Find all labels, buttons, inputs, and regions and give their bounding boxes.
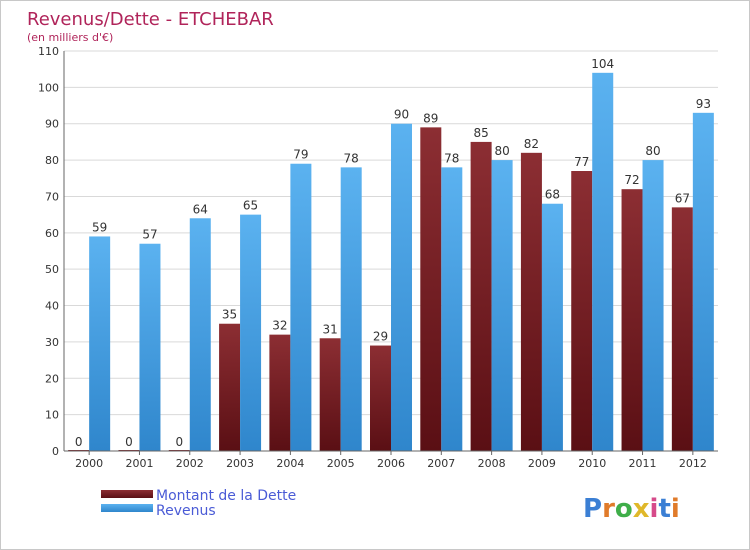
- bar-debt-2011: [621, 189, 643, 451]
- bar-revenus-2003: [240, 214, 262, 451]
- data-label-debt-2012: 67: [675, 191, 690, 205]
- data-label-revenus-2007: 78: [444, 151, 459, 165]
- x-tick-label: 2001: [125, 457, 153, 470]
- data-label-debt-2007: 89: [423, 111, 438, 125]
- bar-debt-2005: [319, 338, 341, 451]
- x-tick-label: 2008: [478, 457, 506, 470]
- y-tick-label: 10: [45, 409, 59, 422]
- x-tick-label: 2007: [427, 457, 455, 470]
- bar-debt-2012: [671, 207, 693, 451]
- data-label-debt-2011: 72: [624, 173, 639, 187]
- bar-revenus-2006: [391, 123, 412, 452]
- bar-debt-2007: [420, 127, 442, 451]
- data-label-revenus-2009: 68: [545, 188, 560, 202]
- legend-swatch-debt: [101, 490, 153, 498]
- data-label-revenus-2004: 79: [293, 148, 308, 162]
- data-label-debt-2000: 0: [75, 435, 83, 449]
- x-tick-label: 2006: [377, 457, 405, 470]
- data-label-debt-2006: 29: [373, 330, 388, 344]
- data-label-debt-2002: 0: [175, 435, 183, 449]
- data-label-debt-2003: 35: [222, 308, 237, 322]
- x-tick-label: 2002: [176, 457, 204, 470]
- data-label-revenus-2011: 80: [645, 144, 660, 158]
- bars: [68, 72, 714, 452]
- y-tick-label: 60: [45, 227, 59, 240]
- data-label-revenus-2008: 80: [494, 144, 509, 158]
- bar-revenus-2000: [89, 236, 111, 451]
- chart-title: Revenus/Dette - ETCHEBAR: [27, 9, 274, 30]
- bar-debt-2010: [571, 171, 593, 451]
- x-tick-label: 2009: [528, 457, 556, 470]
- y-tick-label: 80: [45, 154, 59, 167]
- y-tick-label: 40: [45, 300, 59, 313]
- bar-revenus-2007: [441, 167, 463, 451]
- y-tick-label: 90: [45, 118, 59, 131]
- axes: 0 10 20 30 40 50 60 70 80 90 100 110 2000 2001 2002 200…: [38, 45, 718, 470]
- proxiti-logo: Proxiti: [583, 494, 680, 524]
- y-tick-label: 110: [38, 45, 59, 58]
- x-tick-label: 2000: [75, 457, 103, 470]
- bar-debt-2004: [269, 334, 291, 451]
- bar-revenus-2004: [290, 163, 312, 451]
- data-label-revenus-2010: 104: [591, 57, 614, 71]
- legend-label-revenus: Revenus: [156, 503, 216, 519]
- y-tick-label: 100: [38, 81, 59, 94]
- x-tick-label: 2010: [578, 457, 606, 470]
- bar-revenus-2011: [642, 160, 664, 451]
- x-tick-label: 2003: [226, 457, 254, 470]
- data-label-revenus-2012: 93: [696, 97, 711, 111]
- legend-swatch-revenus: [101, 504, 153, 512]
- y-tick-label: 0: [52, 445, 59, 458]
- data-labels: 0 59 0 57 0 64 35 65 32 79 31 78 29 90 89 78 85 80 82 68 77 1…: [75, 57, 711, 449]
- data-label-debt-2004: 32: [272, 319, 287, 333]
- chart-subtitle: (en milliers d'€): [27, 31, 113, 44]
- x-tick-label: 2012: [679, 457, 707, 470]
- bar-revenus-2010: [592, 72, 614, 452]
- data-label-revenus-2003: 65: [243, 199, 258, 213]
- bar-debt-2003: [219, 323, 241, 451]
- y-tick-label: 70: [45, 190, 59, 203]
- y-tick-label: 20: [45, 372, 59, 385]
- bar-revenus-2012: [692, 112, 714, 452]
- bar-revenus-2008: [491, 160, 513, 451]
- x-tick-label: 2004: [276, 457, 304, 470]
- bar-debt-2009: [520, 152, 542, 451]
- data-label-revenus-2000: 59: [92, 220, 107, 234]
- legend: Montant de la Dette Revenus: [101, 488, 296, 519]
- data-label-revenus-2001: 57: [142, 228, 157, 242]
- data-label-debt-2010: 77: [574, 155, 589, 169]
- data-label-debt-2001: 0: [125, 435, 133, 449]
- bar-revenus-2002: [189, 218, 211, 451]
- bar-debt-2008: [470, 141, 492, 451]
- proxiti-logo-text: Proxiti: [583, 494, 680, 524]
- y-tick-label: 50: [45, 263, 59, 276]
- data-label-revenus-2006: 90: [394, 108, 409, 122]
- data-label-revenus-2005: 78: [344, 151, 359, 165]
- data-label-revenus-2002: 64: [193, 202, 208, 216]
- bar-revenus-2005: [340, 167, 362, 451]
- legend-label-debt: Montant de la Dette: [156, 488, 296, 504]
- y-tick-label: 30: [45, 336, 59, 349]
- data-label-debt-2009: 82: [524, 137, 539, 151]
- x-tick-label: 2011: [629, 457, 657, 470]
- bar-revenus-2001: [139, 243, 161, 451]
- data-label-debt-2008: 85: [473, 126, 488, 140]
- x-tick-label: 2005: [327, 457, 355, 470]
- data-label-debt-2005: 31: [323, 322, 338, 336]
- bar-revenus-2009: [541, 203, 563, 451]
- bar-debt-2006: [370, 345, 391, 451]
